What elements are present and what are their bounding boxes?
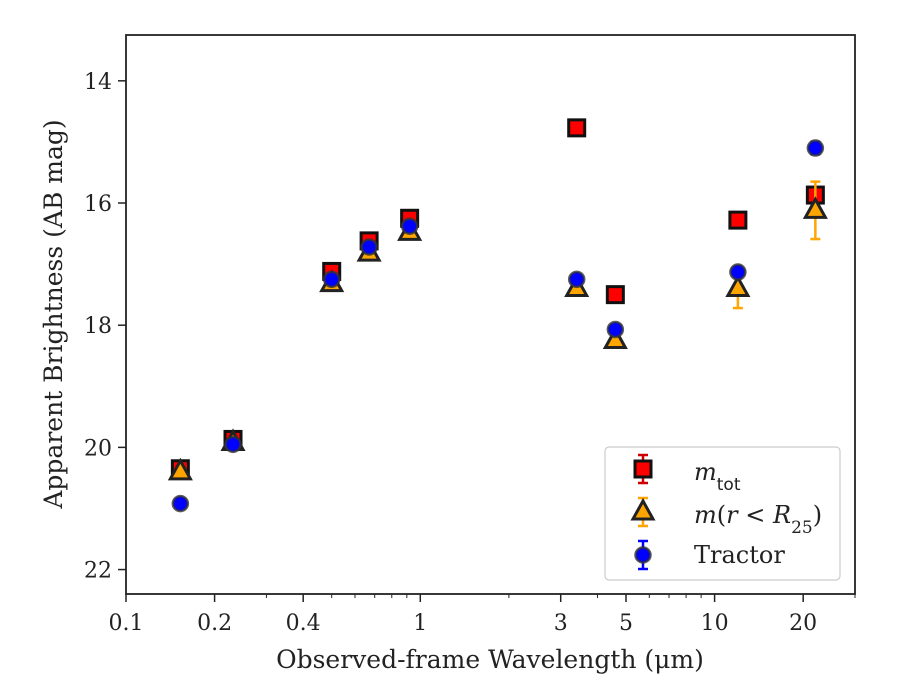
series-mr25: [167, 180, 828, 481]
series-mtot: [170, 118, 825, 479]
legend-handle-mr25: [630, 496, 656, 528]
data-point: [729, 263, 747, 281]
x-tick-label: 20: [789, 611, 817, 636]
data-point: [360, 238, 378, 256]
data-point: [606, 320, 625, 339]
ticks: 0.1 0.2 0.4 1 3 5 10 20 14 16 18 20 22: [84, 70, 856, 636]
x-tick-label: 3: [554, 611, 568, 636]
data-point: [806, 139, 825, 157]
legend-label-mtot: mtot: [694, 458, 741, 495]
x-tick-label: 0.2: [197, 611, 232, 636]
data-point: [224, 435, 242, 454]
legend-marker: [633, 459, 653, 479]
data-point: [605, 285, 625, 305]
data-point: [728, 210, 748, 230]
y-tick-label: 20: [84, 436, 112, 461]
data-point: [567, 270, 586, 289]
data-point: [602, 326, 628, 349]
x-tick-label: 0.1: [109, 611, 144, 636]
data-point: [725, 274, 751, 298]
axes: [125, 34, 856, 595]
legend-marker: [634, 546, 652, 564]
y-axis-label: Apparent Brightness (AB mag): [39, 119, 68, 509]
legend-label-mr25: m(r < R25): [694, 501, 822, 538]
data-point: [167, 457, 193, 481]
legend-handle-tractor: [634, 539, 652, 571]
data-point: [802, 196, 828, 219]
y-tick-label: 22: [84, 559, 112, 584]
data-point: [567, 118, 587, 138]
x-tick-label: 1: [413, 611, 427, 636]
data-marks: [167, 118, 828, 513]
data-point: [322, 270, 341, 289]
legend: mtot m(r < R25) Tractor: [604, 446, 841, 581]
data-point: [171, 494, 190, 513]
series-tractor: [171, 139, 825, 513]
legend-marker: [630, 497, 656, 521]
y-tick-label: 16: [84, 192, 112, 217]
legend-label-tractor: Tractor: [694, 541, 785, 569]
x-tick-label: 5: [619, 611, 633, 636]
x-tick-label: 0.4: [286, 611, 321, 636]
x-tick-label: 10: [701, 611, 729, 636]
legend-box: [604, 446, 841, 581]
plot-frame: [125, 34, 856, 595]
x-axis-label: Observed-frame Wavelength (μm): [276, 645, 704, 674]
data-point: [400, 217, 419, 235]
y-tick-label: 14: [84, 70, 112, 95]
y-tick-label: 18: [84, 314, 112, 339]
legend-handle-mtot: [633, 453, 653, 485]
